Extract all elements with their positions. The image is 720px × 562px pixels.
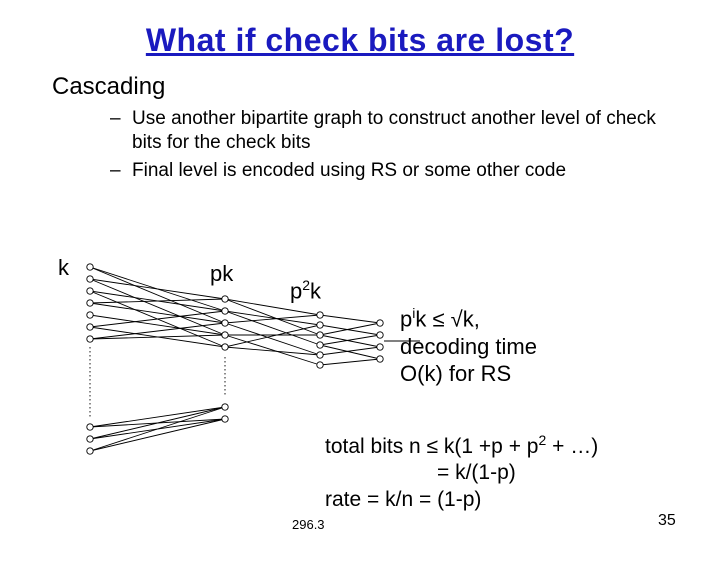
list-item: – Use another bipartite graph to constru… (110, 107, 670, 155)
total-bits-text: total bits n ≤ k(1 +p + p2 + …) = k/(1-p… (325, 432, 598, 513)
bullet-text: Final level is encoded using RS or some … (132, 159, 566, 183)
bullet-list: – Use another bipartite graph to constru… (110, 107, 670, 182)
lecture-number: 296.3 (292, 517, 325, 532)
bullet-text: Use another bipartite graph to construct… (132, 107, 670, 155)
rt-part: k ≤ √k, (415, 306, 480, 331)
label-p2k: p2k (290, 277, 321, 304)
rt-part: p (400, 306, 412, 331)
slide-title: What if check bits are lost? (0, 22, 720, 59)
subtitle: Cascading (52, 73, 720, 101)
rt-part: O(k) for RS (400, 361, 511, 386)
bullet-dash-icon: – (110, 159, 132, 183)
tb-part: rate = k/n = (1-p) (325, 488, 481, 511)
label-k: k (58, 255, 69, 281)
tb-part: total bits n ≤ k(1 +p + p (325, 435, 538, 458)
tb-part: = k/(1-p) (437, 460, 516, 486)
rt-part: decoding time (400, 334, 537, 359)
page-number: 35 (658, 512, 676, 530)
decoding-text: pik ≤ √k, decoding time O(k) for RS (400, 305, 537, 388)
label-pk: pk (210, 261, 233, 287)
list-item: – Final level is encoded using RS or som… (110, 159, 670, 183)
cascading-diagram: k pk p2k pik ≤ √k, decoding time O(k) fo… (60, 257, 680, 547)
bullet-dash-icon: – (110, 107, 132, 155)
tb-part: + …) (546, 435, 598, 458)
